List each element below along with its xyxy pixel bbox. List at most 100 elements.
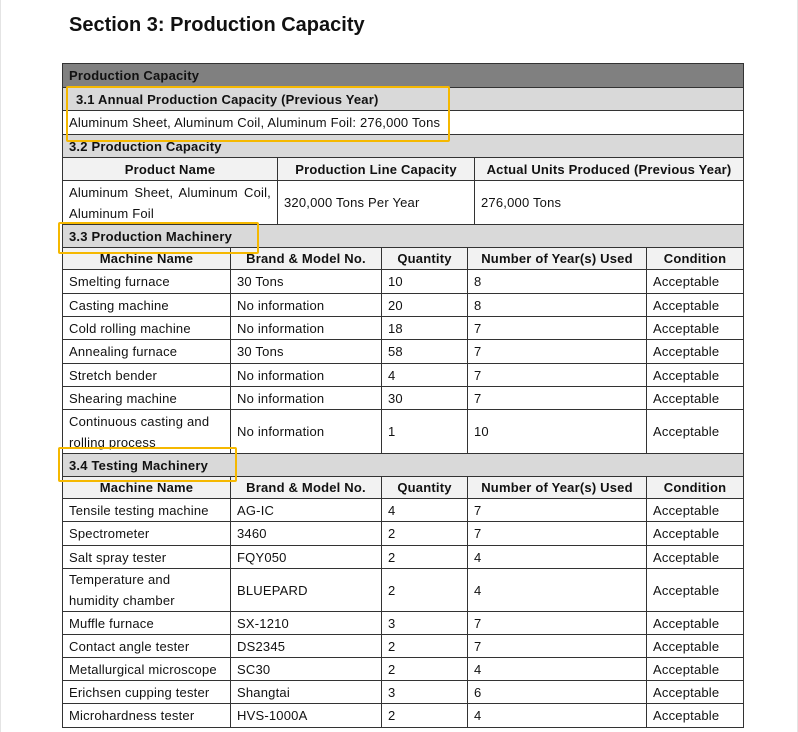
table-cell: 2 — [381, 657, 468, 681]
table-cell: Microhardness tester — [62, 703, 231, 728]
table-row: Spectrometer 3460 2 7 Acceptable — [62, 521, 745, 546]
table-row: Tensile testing machine AG-IC 4 7 Acceptable — [62, 498, 745, 522]
col-header: Brand & Model No. — [230, 247, 382, 270]
table-cell: No information — [230, 386, 382, 410]
table-cell: Acceptable — [645, 703, 745, 728]
table-cell: Shangtai — [230, 680, 382, 704]
table-cell: 3460 — [230, 521, 382, 546]
table-cell: Metallurgical microscope — [62, 657, 231, 681]
table-row: Contact angle tester DS2345 2 7 Acceptable — [62, 634, 745, 658]
table-cell: 4 — [381, 498, 468, 522]
table-cell: Shearing machine — [62, 386, 231, 410]
col-header: Number of Year(s) Used — [467, 476, 647, 499]
col-header: Condition — [645, 476, 745, 499]
line-capacity-cell: 320,000 Tons Per Year — [277, 180, 475, 225]
table-cell: 7 — [467, 363, 647, 387]
table-cell: Stretch bender — [62, 363, 231, 387]
product-name-cell: Aluminum Sheet, Aluminum Coil, Aluminum … — [62, 180, 278, 225]
table-cell: 4 — [381, 363, 468, 387]
table-cell: Casting machine — [62, 293, 231, 317]
col-header: Number of Year(s) Used — [467, 247, 647, 270]
table-cell: DS2345 — [230, 634, 382, 658]
table-cell: 3 — [381, 611, 468, 635]
table-cell: Acceptable — [646, 293, 744, 317]
table-cell: 3 — [381, 680, 468, 704]
table-cell: 2 — [381, 634, 468, 658]
table-cell: 2 — [381, 521, 468, 546]
table-row: Cold rolling machine No information 18 7 Acc… — [62, 316, 744, 340]
table-cell: BLUEPARD — [230, 568, 382, 612]
table-cell: 4 — [467, 657, 647, 681]
table-row: Smelting furnace 30 Tons 10 8 Acceptable — [62, 269, 744, 294]
table-cell: Acceptable — [645, 545, 745, 569]
table-cell: FQY050 — [230, 545, 382, 569]
highlight-box — [58, 447, 237, 482]
table-title: Production Capacity — [61, 63, 745, 88]
table-cell: Acceptable — [645, 498, 745, 522]
col-header: Condition — [646, 247, 744, 270]
table-cell: 1 — [381, 409, 468, 454]
table-cell: 7 — [467, 386, 647, 410]
table-cell: Acceptable — [645, 611, 745, 635]
col-header: Actual Units Produced (Previous Year) — [473, 157, 745, 181]
table-cell: 18 — [381, 316, 468, 340]
table-cell: SX-1210 — [230, 611, 382, 635]
table-cell: Spectrometer — [62, 521, 231, 546]
table-cell: No information — [230, 316, 382, 340]
col-header: Brand & Model No. — [230, 476, 382, 499]
table-row: Shearing machine No information 30 7 Accepta… — [62, 386, 744, 410]
table-cell: 8 — [467, 269, 647, 294]
table-cell: No information — [230, 363, 382, 387]
table-cell: 2 — [381, 568, 468, 612]
table-cell: Salt spray tester — [62, 545, 231, 569]
table-cell: 2 — [381, 703, 468, 728]
table-cell: Muffle furnace — [62, 611, 231, 635]
col-header: Quantity — [381, 247, 468, 270]
table-cell: Tensile testing machine — [62, 498, 231, 522]
table-cell: Acceptable — [645, 521, 745, 546]
table-row: Muffle furnace SX-1210 3 7 Acceptable — [62, 611, 745, 635]
table-cell: 10 — [381, 269, 468, 294]
table-cell: Acceptable — [645, 657, 745, 681]
table-cell: 30 — [381, 386, 468, 410]
table-cell: Acceptable — [645, 680, 745, 704]
table-row: Microhardness tester HVS-1000A 2 4 Acceptabl… — [62, 703, 745, 728]
table-row: Temperature and humidity chamber BLUEPARD… — [62, 568, 745, 612]
table-cell: AG-IC — [230, 498, 382, 522]
table-row: Salt spray tester FQY050 2 4 Acceptable — [62, 545, 745, 569]
table-row: Erichsen cupping tester Shangtai 3 6 Accepta… — [62, 680, 745, 704]
table-cell: 10 — [467, 409, 647, 454]
table-cell: 4 — [467, 703, 647, 728]
production-machinery-table: 3.3 Production Machinery Machine Name Bran… — [62, 224, 744, 454]
table-cell: 30 Tons — [230, 269, 382, 294]
table-cell: 58 — [381, 339, 468, 364]
table-cell: Acceptable — [646, 409, 744, 454]
table-cell: Contact angle tester — [62, 634, 231, 658]
table-row: Stretch bender No information 4 7 Acceptable — [62, 363, 744, 387]
table-cell: Acceptable — [646, 316, 744, 340]
highlight-box — [66, 86, 450, 142]
table-cell: 2 — [381, 545, 468, 569]
table-cell: Acceptable — [646, 269, 744, 294]
table-cell: 4 — [467, 545, 647, 569]
table-cell: SC30 — [230, 657, 382, 681]
table-cell: 30 Tons — [230, 339, 382, 364]
table-cell: No information — [230, 293, 382, 317]
table-cell: Acceptable — [646, 386, 744, 410]
capacity-top-table: Production Capacity 3.1 Annual Productio… — [61, 63, 745, 225]
highlight-box — [58, 222, 259, 254]
table-cell: Smelting furnace — [62, 269, 231, 294]
table-cell: 8 — [467, 293, 647, 317]
col-header: Product Name — [62, 157, 278, 181]
table-cell: 7 — [467, 316, 647, 340]
section-3-1-heading: 3.1 Annual Production Capacity (Previous… — [61, 87, 745, 111]
table-row: Annealing furnace 30 Tons 58 7 Acceptable — [62, 339, 744, 364]
table-cell: 4 — [467, 568, 647, 612]
table-cell: Acceptable — [645, 634, 745, 658]
table-cell: 6 — [467, 680, 647, 704]
table-cell: Temperature and humidity chamber — [62, 568, 231, 612]
section-title: Section 3: Production Capacity — [69, 14, 365, 36]
table-cell: 7 — [467, 611, 647, 635]
table-cell: Cold rolling machine — [62, 316, 231, 340]
table-row: Casting machine No information 20 8 Acceptab… — [62, 293, 744, 317]
